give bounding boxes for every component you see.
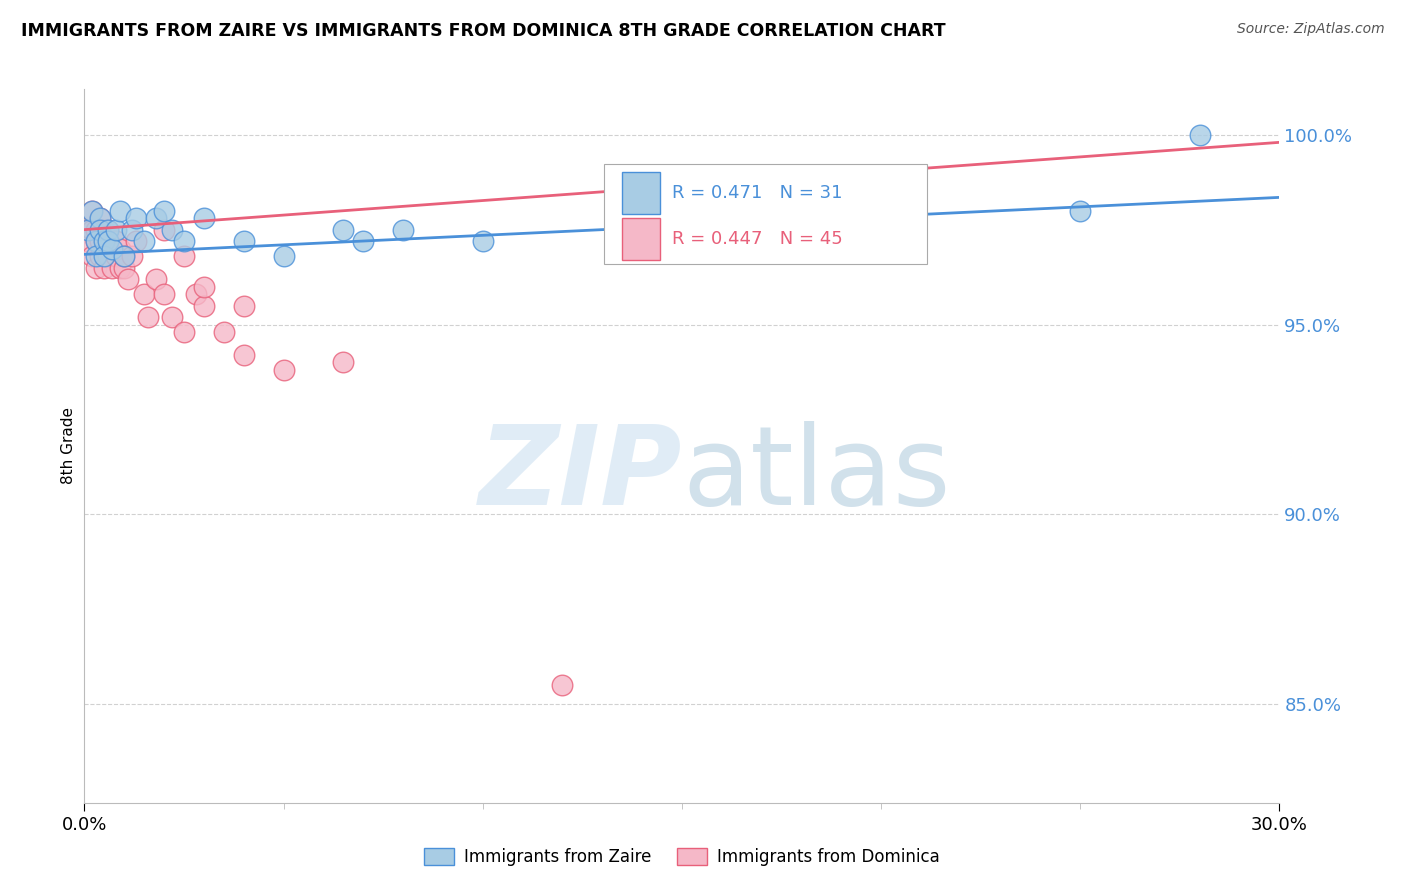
Point [193, 279, 215, 293]
Point [82, 222, 104, 236]
Point [101, 242, 124, 256]
Point [173, 249, 195, 263]
Point [232, 234, 254, 248]
Text: Source: ZipAtlas.com: Source: ZipAtlas.com [1237, 22, 1385, 37]
Point [145, 272, 167, 286]
Y-axis label: 8th Grade: 8th Grade [60, 408, 76, 484]
Point [332, 355, 354, 369]
Point [89, 234, 111, 248]
Point [89, 211, 111, 226]
Point [392, 222, 415, 236]
Point [352, 234, 374, 248]
FancyBboxPatch shape [621, 218, 661, 260]
Point [110, 260, 132, 275]
Point [273, 363, 295, 377]
Point [93, 242, 115, 256]
FancyBboxPatch shape [605, 164, 927, 264]
Point [125, 234, 148, 248]
Point [273, 249, 295, 263]
Point [105, 234, 128, 248]
Text: atlas: atlas [682, 421, 950, 528]
Point [86, 249, 108, 263]
Point [105, 249, 128, 263]
Point [93, 222, 115, 236]
Point [89, 222, 111, 236]
Point [121, 249, 143, 263]
Point [89, 211, 111, 226]
Point [551, 678, 574, 692]
Point [97, 234, 120, 248]
Text: R = 0.447   N = 45: R = 0.447 N = 45 [672, 230, 844, 248]
Point [110, 203, 132, 218]
Point [332, 222, 354, 236]
Point [97, 249, 120, 263]
Point [101, 242, 124, 256]
Point [86, 222, 108, 236]
Text: IMMIGRANTS FROM ZAIRE VS IMMIGRANTS FROM DOMINICA 8TH GRADE CORRELATION CHART: IMMIGRANTS FROM ZAIRE VS IMMIGRANTS FROM… [21, 22, 946, 40]
Point [173, 325, 195, 339]
Point [82, 249, 104, 263]
Point [86, 234, 108, 248]
Point [173, 234, 195, 248]
Point [160, 310, 183, 324]
Point [671, 222, 693, 236]
Legend: Immigrants from Zaire, Immigrants from Dominica: Immigrants from Zaire, Immigrants from D… [418, 841, 946, 873]
Point [121, 222, 143, 236]
Point [77, 222, 100, 236]
Point [132, 287, 156, 301]
Point [97, 234, 120, 248]
Point [89, 249, 111, 263]
Point [145, 211, 167, 226]
Point [232, 299, 254, 313]
FancyBboxPatch shape [621, 171, 661, 214]
Point [82, 203, 104, 218]
Point [101, 260, 124, 275]
Point [117, 272, 139, 286]
Point [184, 287, 207, 301]
Point [86, 234, 108, 248]
Point [97, 222, 120, 236]
Point [153, 222, 176, 236]
Point [77, 234, 100, 248]
Point [1069, 203, 1091, 218]
Point [77, 222, 100, 236]
Point [136, 310, 159, 324]
Point [132, 234, 156, 248]
Point [193, 299, 215, 313]
Point [153, 203, 176, 218]
Point [86, 260, 108, 275]
Text: ZIP: ZIP [478, 421, 682, 528]
Point [93, 234, 115, 248]
Point [112, 260, 135, 275]
Point [82, 203, 104, 218]
Point [193, 211, 215, 226]
Point [110, 242, 132, 256]
Point [232, 348, 254, 362]
Point [471, 234, 494, 248]
Point [97, 222, 120, 236]
Point [93, 260, 115, 275]
Point [212, 325, 235, 339]
Point [153, 287, 176, 301]
Point [112, 249, 135, 263]
Point [160, 222, 183, 236]
Text: R = 0.471   N = 31: R = 0.471 N = 31 [672, 184, 842, 202]
Point [105, 222, 128, 236]
Point [125, 211, 148, 226]
Point [1188, 128, 1211, 142]
Point [93, 249, 115, 263]
Point [112, 249, 135, 263]
